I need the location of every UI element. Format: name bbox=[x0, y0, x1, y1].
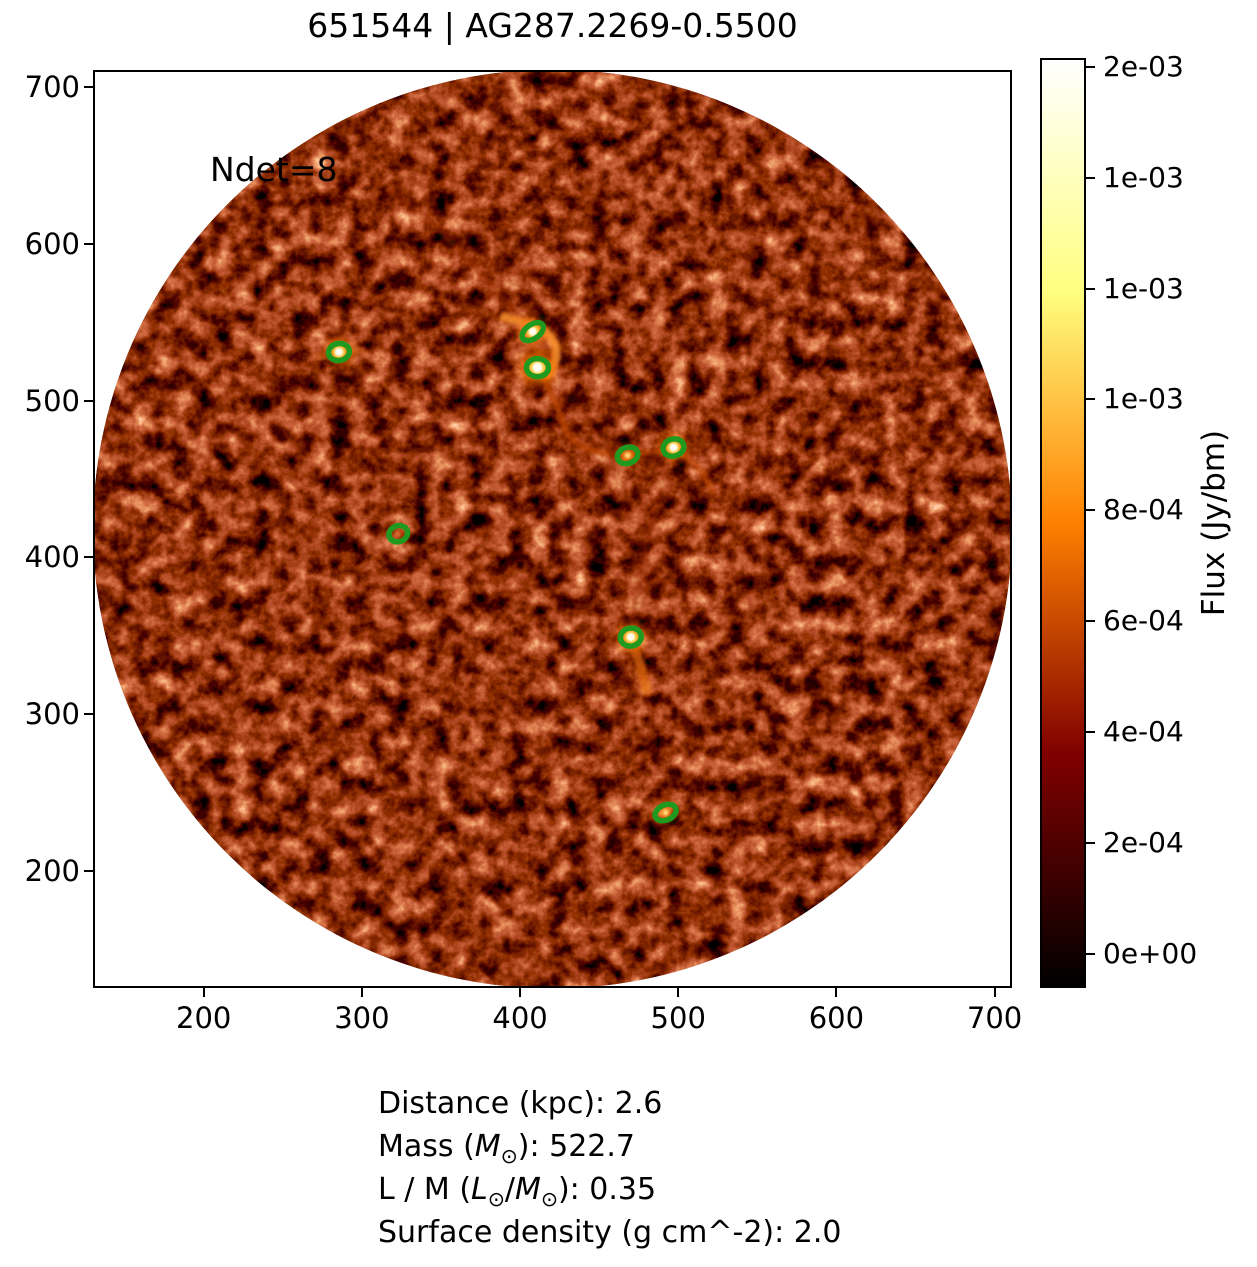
colorbar-tick-label: 2e-04 bbox=[1103, 825, 1184, 859]
y-tick-mark bbox=[84, 399, 93, 402]
colorbar-tick-mark bbox=[1086, 398, 1095, 401]
detection-marker bbox=[523, 355, 552, 380]
metadata-line: Mass (M⊙): 522.7 bbox=[378, 1129, 635, 1174]
x-tick-mark bbox=[993, 988, 996, 997]
metadata-text: Distance (kpc): 2.6 bbox=[378, 1086, 663, 1121]
metadata-text: ): 0.35 bbox=[557, 1172, 657, 1207]
colorbar-tick-mark bbox=[1086, 509, 1095, 512]
metadata-text: L bbox=[471, 1172, 488, 1207]
field-circle bbox=[93, 70, 1012, 988]
metadata-text: ): 522.7 bbox=[517, 1129, 635, 1164]
filament bbox=[624, 449, 717, 495]
x-tick-mark bbox=[202, 988, 205, 997]
x-tick-label: 300 bbox=[334, 1001, 390, 1035]
detection-marker bbox=[660, 436, 687, 459]
y-tick-mark bbox=[84, 556, 93, 559]
y-tick-mark bbox=[84, 86, 93, 89]
filament bbox=[644, 697, 669, 808]
colorbar-tick-label: 6e-04 bbox=[1103, 604, 1184, 638]
ndet-annotation: Ndet=8 bbox=[210, 150, 338, 189]
colorbar-tick-mark bbox=[1086, 620, 1095, 623]
point-source bbox=[626, 633, 635, 642]
colorbar-tick-label: 4e-04 bbox=[1103, 714, 1184, 748]
point-source bbox=[528, 327, 537, 336]
y-tick-label: 300 bbox=[24, 696, 80, 731]
x-tick-label: 700 bbox=[966, 1001, 1023, 1035]
detection-marker bbox=[325, 340, 353, 364]
point-source bbox=[532, 362, 543, 373]
colorbar-tick-mark bbox=[1086, 65, 1095, 68]
colorbar-tick-mark bbox=[1086, 952, 1095, 955]
x-tick-mark bbox=[835, 988, 838, 997]
y-tick-label: 400 bbox=[24, 540, 80, 575]
flux-map-image bbox=[93, 70, 1012, 988]
y-tick-label: 200 bbox=[24, 853, 80, 888]
x-tick-mark bbox=[519, 988, 522, 997]
y-tick-label: 700 bbox=[24, 70, 80, 105]
point-source bbox=[663, 810, 668, 815]
colorbar-tick-mark bbox=[1086, 841, 1095, 844]
metadata-text: / bbox=[504, 1172, 515, 1207]
x-tick-mark bbox=[360, 988, 363, 997]
y-tick-label: 600 bbox=[24, 226, 80, 261]
metadata-line: Surface density (g cm^-2): 2.0 bbox=[378, 1215, 841, 1251]
detection-marker bbox=[386, 522, 411, 545]
point-source bbox=[625, 452, 631, 458]
colorbar-tick-mark bbox=[1086, 176, 1095, 179]
metadata-text: L / M ( bbox=[378, 1172, 472, 1207]
detection-marker bbox=[614, 444, 641, 467]
filament bbox=[489, 255, 656, 656]
colorbar-tick-label: 1e-03 bbox=[1103, 160, 1184, 194]
colorbar-tick-label: 1e-03 bbox=[1103, 382, 1184, 416]
metadata-line: Distance (kpc): 2.6 bbox=[378, 1086, 662, 1122]
y-tick-mark bbox=[84, 242, 93, 245]
colorbar-tick-mark bbox=[1086, 730, 1095, 733]
x-tick-label: 200 bbox=[176, 1001, 232, 1035]
colorbar-tick-label: 2e-03 bbox=[1103, 49, 1184, 83]
sun-symbol: ⊙ bbox=[487, 1187, 505, 1211]
colorbar-axis-label: Flux (Jy/bm) bbox=[1196, 429, 1232, 617]
colorbar-tick-label: 0e+00 bbox=[1103, 936, 1198, 970]
x-tick-label: 600 bbox=[808, 1001, 865, 1035]
x-tick-label: 400 bbox=[492, 1001, 548, 1035]
metadata-line: L / M (L⊙/M⊙): 0.35 bbox=[378, 1172, 656, 1217]
detection-marker bbox=[519, 319, 547, 344]
colorbar-tick-label: 1e-03 bbox=[1103, 271, 1184, 305]
x-tick-mark bbox=[677, 988, 680, 997]
colorbar bbox=[1040, 58, 1086, 988]
metadata-text: Mass ( bbox=[378, 1129, 475, 1164]
colorbar-tick-mark bbox=[1086, 287, 1095, 290]
point-source bbox=[395, 531, 401, 537]
y-tick-mark bbox=[84, 869, 93, 872]
sun-symbol: ⊙ bbox=[540, 1187, 558, 1211]
metadata-text: Surface density (g cm^-2): 2.0 bbox=[378, 1215, 842, 1250]
detection-marker bbox=[652, 801, 679, 824]
colorbar-tick-label: 8e-04 bbox=[1103, 493, 1184, 527]
metadata-text: M bbox=[474, 1129, 501, 1164]
page-title: 651544 | AG287.2269-0.5500 bbox=[307, 6, 798, 45]
y-tick-mark bbox=[84, 712, 93, 715]
y-tick-label: 500 bbox=[24, 383, 80, 418]
point-source bbox=[334, 347, 343, 356]
point-source bbox=[669, 443, 678, 452]
detection-marker bbox=[617, 625, 645, 649]
metadata-text: M bbox=[514, 1172, 541, 1207]
plot-area: Ndet=8 bbox=[93, 70, 1012, 988]
x-tick-label: 500 bbox=[650, 1001, 706, 1035]
sun-symbol: ⊙ bbox=[500, 1144, 518, 1168]
plot-border bbox=[93, 70, 1012, 988]
